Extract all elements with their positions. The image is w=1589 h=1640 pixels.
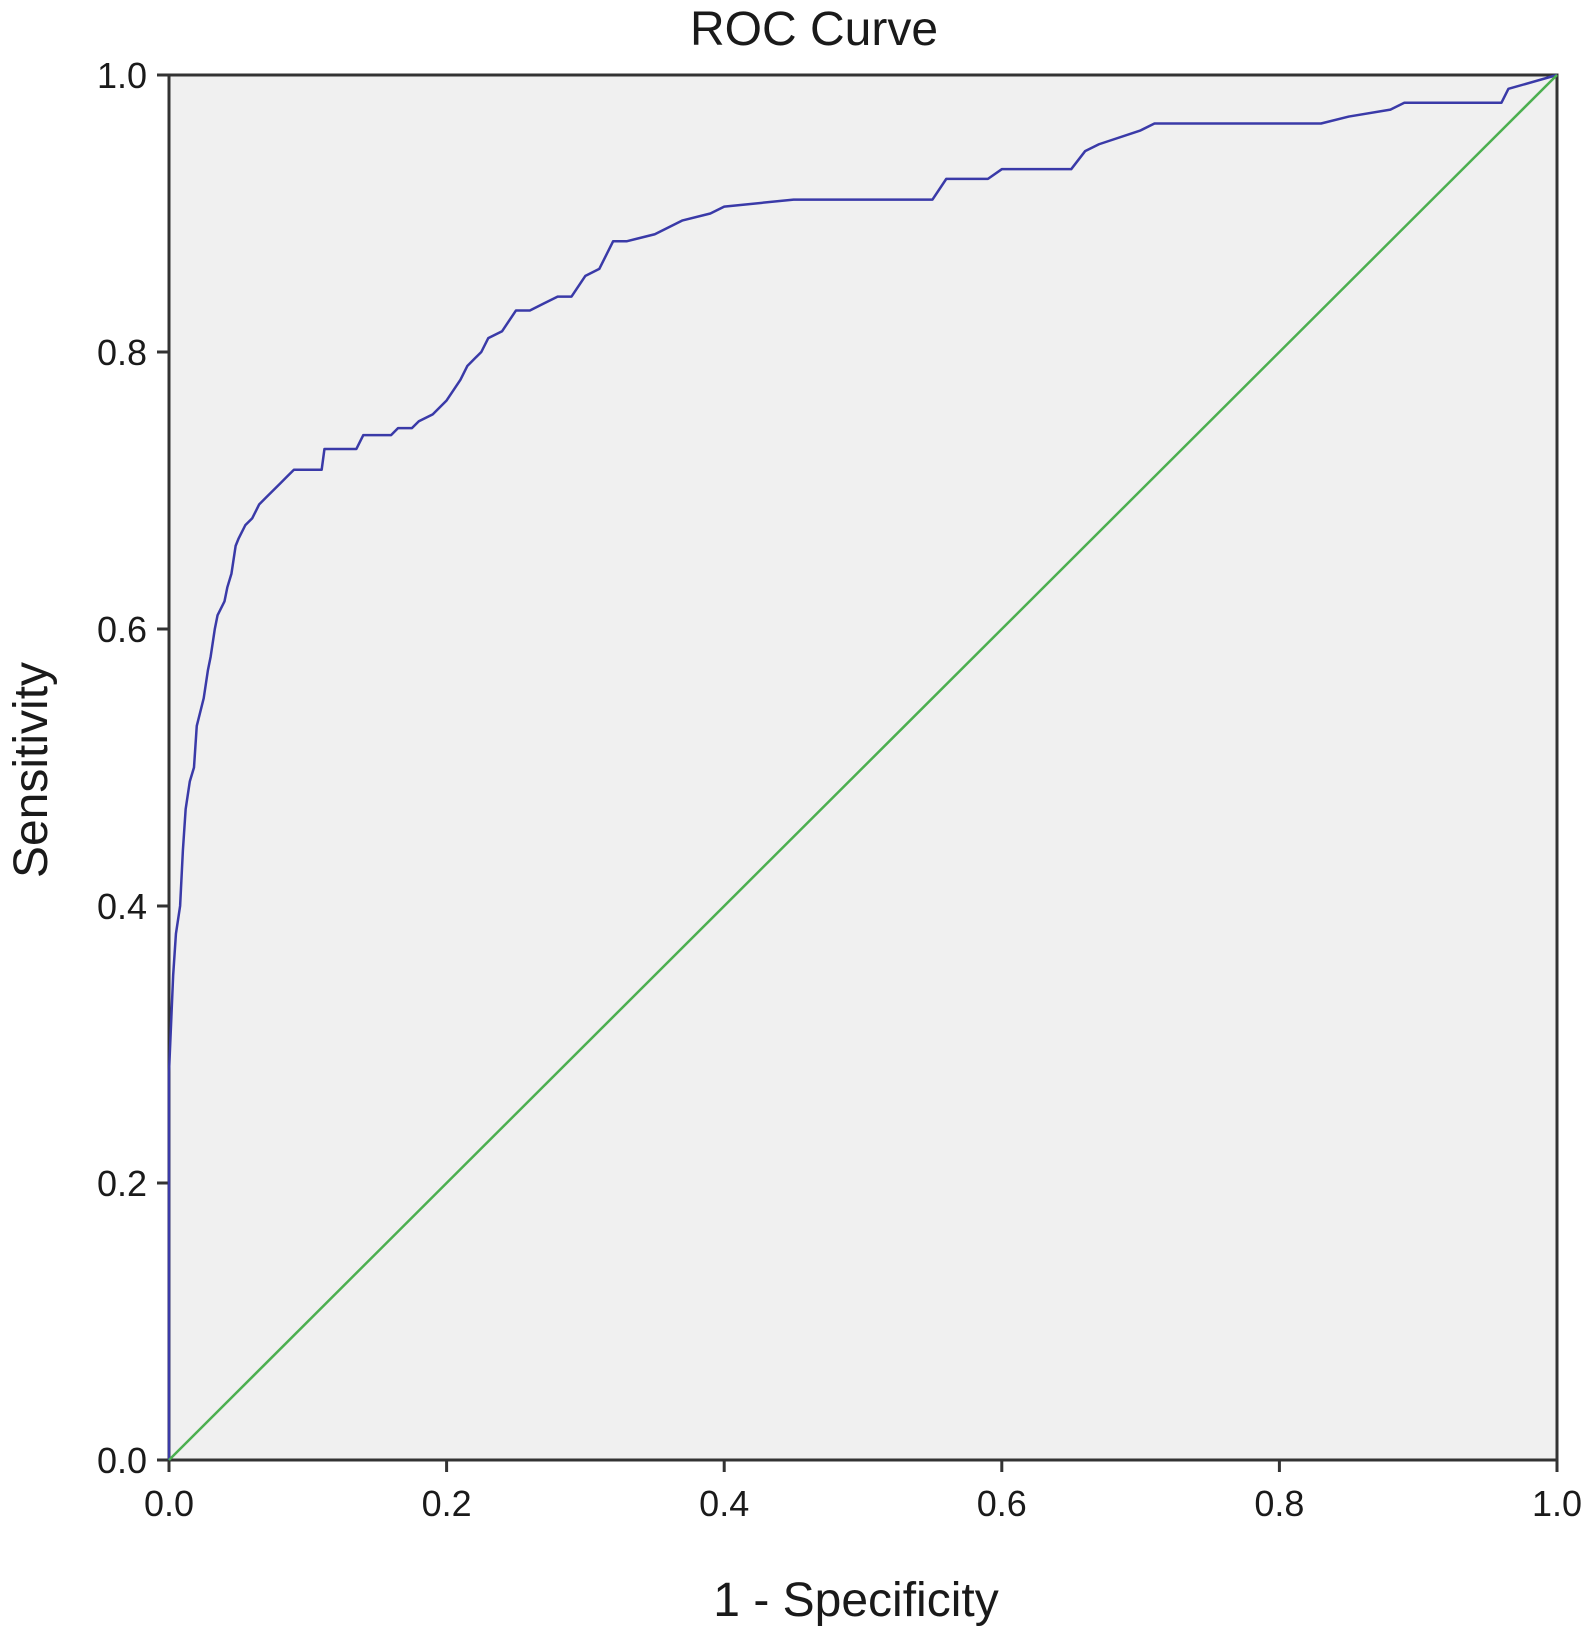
x-axis: 0.0 0.2 0.4 0.6 0.8 1.0: [144, 1460, 1582, 1524]
y-tick-label: 0.4: [97, 886, 147, 927]
y-axis: 0.0 0.2 0.4 0.6 0.8 1.0: [97, 55, 169, 1481]
chart-title: ROC Curve: [690, 3, 938, 56]
x-tick-label: 0.8: [1254, 1483, 1304, 1524]
y-tick-label: 0.0: [97, 1440, 147, 1481]
x-axis-label: 1 - Specificity: [713, 1574, 998, 1627]
x-tick-label: 0.6: [977, 1483, 1027, 1524]
x-tick-label: 1.0: [1532, 1483, 1582, 1524]
x-tick-label: 0.0: [144, 1483, 194, 1524]
y-tick-label: 0.2: [97, 1163, 147, 1204]
y-axis-label: Sensitivity: [5, 662, 58, 878]
y-tick-label: 0.8: [97, 332, 147, 373]
y-tick-label: 1.0: [97, 55, 147, 96]
roc-curve-line: [167, 73, 1558, 1460]
series-layer: [167, 73, 1558, 1461]
y-tick-label: 0.6: [97, 609, 147, 650]
x-tick-label: 0.4: [699, 1483, 749, 1524]
x-tick-label: 0.2: [422, 1483, 472, 1524]
reference-diagonal-line: [168, 74, 1558, 1461]
